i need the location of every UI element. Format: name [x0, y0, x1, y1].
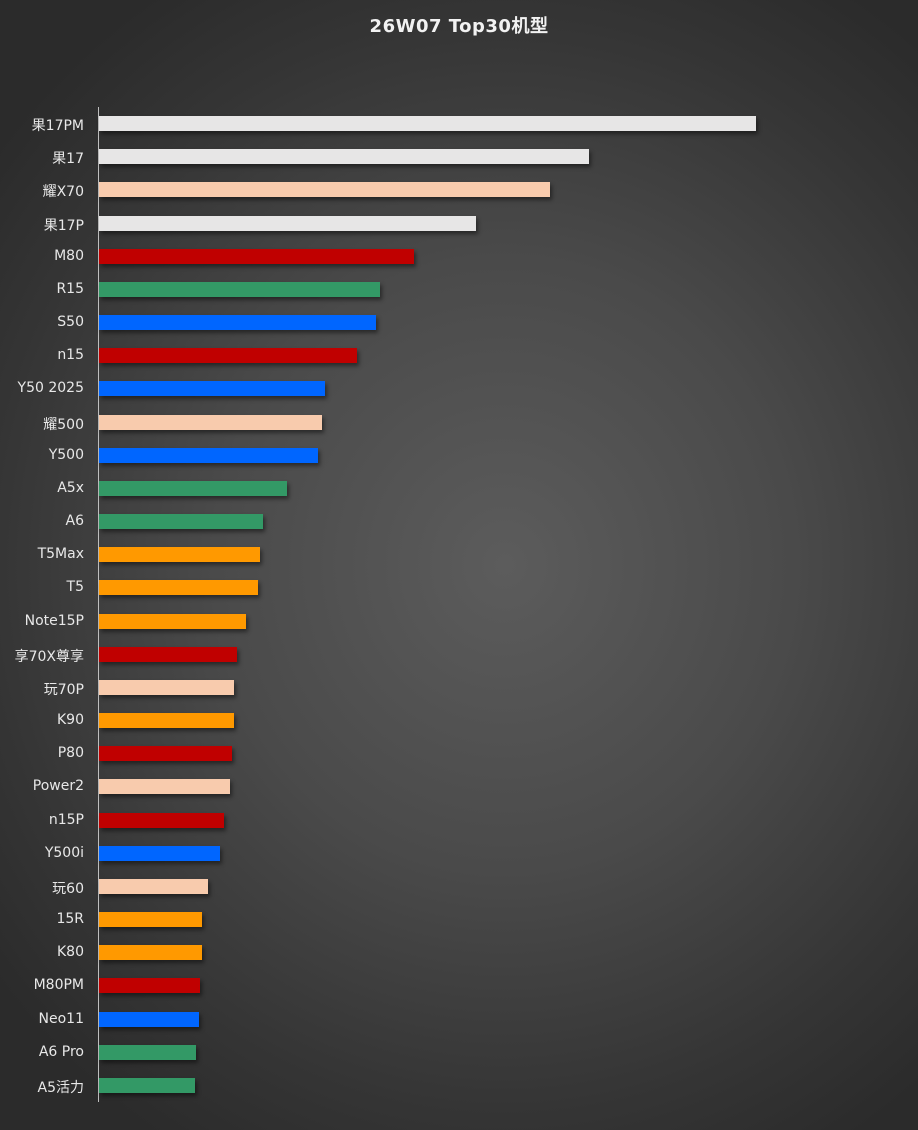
- category-label: Note15P: [24, 612, 84, 629]
- category-label: 15R: [56, 911, 84, 928]
- bar-row: M80PM: [0, 969, 918, 1002]
- category-label: 玩70P: [43, 681, 84, 698]
- bar: [99, 381, 325, 397]
- category-label: K80: [57, 944, 84, 961]
- bar: [99, 878, 208, 894]
- bar: [99, 779, 230, 795]
- bar: [99, 912, 202, 928]
- bar: [99, 580, 258, 596]
- bar: [99, 713, 234, 729]
- bar: [99, 281, 380, 297]
- bar: [99, 978, 200, 994]
- bar-row: K90: [0, 704, 918, 737]
- bar: [99, 215, 476, 231]
- category-label: 享70X尊享: [14, 648, 84, 665]
- bar: [99, 182, 550, 198]
- bar: [99, 945, 202, 961]
- bar: [99, 315, 376, 331]
- bar-row: Y500: [0, 439, 918, 472]
- category-label: 玩60: [52, 880, 84, 897]
- bar-row: 玩70P: [0, 671, 918, 704]
- bar-row: 15R: [0, 903, 918, 936]
- bar-row: R15: [0, 273, 918, 306]
- category-label: T5: [66, 579, 84, 596]
- bar-row: Neo11: [0, 1003, 918, 1036]
- bar-row: 耀500: [0, 406, 918, 439]
- bar: [99, 845, 220, 861]
- bar: [99, 514, 263, 530]
- y-axis-line: [98, 107, 99, 1102]
- category-label: T5Max: [37, 546, 84, 563]
- bar: [99, 116, 756, 131]
- category-label: Neo11: [38, 1010, 84, 1027]
- bar-row: Y500i: [0, 837, 918, 870]
- bar: [99, 746, 232, 762]
- bar: [99, 447, 318, 463]
- bar-row: 果17P: [0, 207, 918, 240]
- bar: [99, 248, 414, 264]
- bar: [99, 480, 287, 496]
- bar-row: S50: [0, 306, 918, 339]
- bar-row: Power2: [0, 770, 918, 803]
- bar-row: A5x: [0, 472, 918, 505]
- category-label: Y500i: [44, 844, 84, 861]
- category-label: A5x: [57, 479, 84, 496]
- category-label: A6: [65, 513, 84, 530]
- bar: [99, 348, 357, 364]
- category-label: 果17: [52, 151, 84, 168]
- category-label: Y50 2025: [17, 380, 84, 397]
- bar-row: P80: [0, 737, 918, 770]
- bar: [99, 679, 234, 695]
- bar: [99, 414, 322, 430]
- bar: [99, 547, 260, 563]
- bar-row: M80: [0, 240, 918, 273]
- bar: [99, 1044, 196, 1060]
- category-label: 耀X70: [42, 184, 84, 201]
- bar-row: 果17PM: [0, 107, 918, 140]
- bar: [99, 613, 246, 629]
- bar-row: K80: [0, 936, 918, 969]
- bar: [99, 1011, 199, 1027]
- bar-row: 果17: [0, 140, 918, 173]
- category-label: R15: [56, 280, 84, 297]
- category-label: 果17P: [43, 217, 84, 234]
- bar-row: T5: [0, 571, 918, 604]
- bar: [99, 149, 589, 165]
- category-label: P80: [57, 745, 84, 762]
- category-label: A5活力: [37, 1079, 84, 1096]
- category-label: Power2: [32, 778, 84, 795]
- category-label: n15P: [48, 811, 84, 828]
- bar-row: T5Max: [0, 538, 918, 571]
- category-label: 耀500: [43, 416, 84, 433]
- category-label: K90: [57, 712, 84, 729]
- category-label: S50: [57, 314, 84, 331]
- bar-row: A6: [0, 505, 918, 538]
- bar: [99, 812, 224, 828]
- bar: [99, 1077, 195, 1093]
- bar-row: 享70X尊享: [0, 638, 918, 671]
- bar: [99, 646, 237, 662]
- bar-row: A5活力: [0, 1069, 918, 1102]
- category-label: M80PM: [33, 977, 84, 994]
- category-label: A6 Pro: [38, 1043, 84, 1060]
- bar-row: n15P: [0, 804, 918, 837]
- bar-row: Y50 2025: [0, 372, 918, 405]
- category-label: M80: [54, 247, 84, 264]
- category-label: Y500: [48, 446, 84, 463]
- bar-row: n15: [0, 339, 918, 372]
- category-label: 果17PM: [31, 118, 84, 134]
- category-label: n15: [57, 347, 84, 364]
- bar-row: 玩60: [0, 870, 918, 903]
- chart-title: 26W07 Top30机型: [369, 16, 549, 37]
- bar-row: 耀X70: [0, 173, 918, 206]
- bar-row: A6 Pro: [0, 1036, 918, 1069]
- bar-row: Note15P: [0, 605, 918, 638]
